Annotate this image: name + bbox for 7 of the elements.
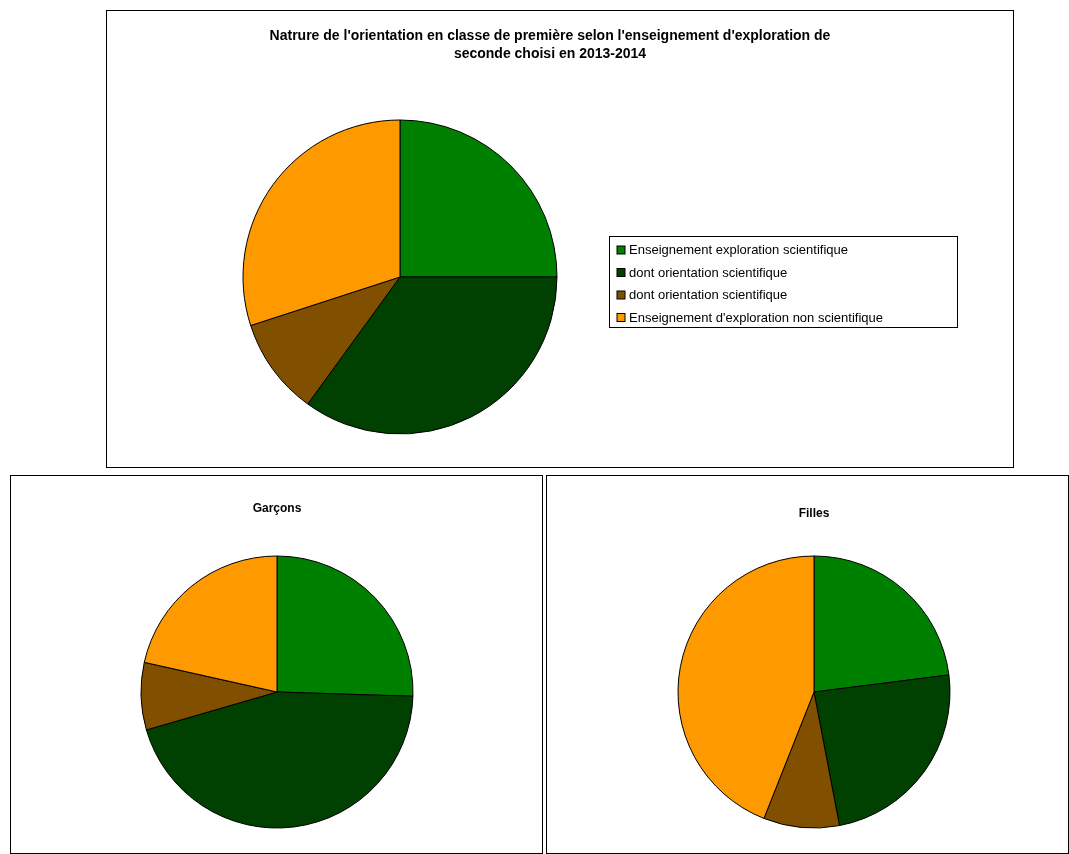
legend-label: dont orientation scientifique xyxy=(629,287,788,302)
chart-title: Natrure de l'orientation en classe de première selon l'enseignement d'exploration de seconde choisi en 2013-2014 xyxy=(269,27,831,61)
legend-label: dont orientation scientifique xyxy=(629,264,788,280)
legend-label: Enseignement d'exploration non scientifique xyxy=(629,309,883,325)
chart-title: Filles xyxy=(798,506,830,520)
legend-label: Enseignement exploration scientifique xyxy=(629,242,848,257)
chart-title: Garçons xyxy=(252,501,302,515)
